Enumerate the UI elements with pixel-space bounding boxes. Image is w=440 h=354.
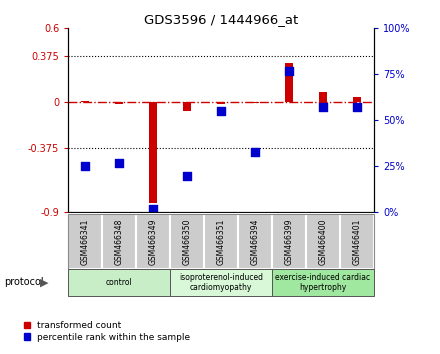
Text: GSM466394: GSM466394 [250, 218, 260, 265]
Text: GSM466341: GSM466341 [81, 218, 90, 265]
Bar [285, 63, 293, 102]
Text: exercise-induced cardiac
hypertrophy: exercise-induced cardiac hypertrophy [275, 273, 370, 292]
Bar [81, 101, 89, 102]
Bar [272, 269, 374, 296]
Title: GDS3596 / 1444966_at: GDS3596 / 1444966_at [144, 13, 298, 26]
Text: protocol: protocol [4, 277, 44, 287]
Point [252, 149, 259, 154]
Bar [272, 214, 306, 269]
Point [319, 105, 326, 110]
Bar [102, 214, 136, 269]
Point [218, 108, 225, 114]
Text: GSM466351: GSM466351 [216, 218, 226, 265]
Bar [251, 102, 259, 103]
Text: GSM466400: GSM466400 [319, 218, 327, 265]
Bar [170, 269, 272, 296]
Text: GSM466401: GSM466401 [352, 218, 362, 265]
Bar [136, 214, 170, 269]
Bar [319, 92, 327, 102]
Bar [68, 214, 102, 269]
Point [116, 160, 123, 166]
Bar [183, 102, 191, 110]
Point [353, 105, 360, 110]
Point [82, 164, 89, 169]
Bar [238, 214, 272, 269]
Legend: transformed count, percentile rank within the sample: transformed count, percentile rank withi… [22, 320, 192, 343]
Text: GSM466399: GSM466399 [285, 218, 293, 265]
Bar [353, 97, 361, 102]
Text: control: control [106, 278, 132, 287]
Text: ▶: ▶ [40, 277, 48, 287]
Bar [115, 102, 123, 104]
Point [286, 68, 293, 74]
Text: isoproterenol-induced
cardiomyopathy: isoproterenol-induced cardiomyopathy [179, 273, 263, 292]
Text: GSM466349: GSM466349 [149, 218, 158, 265]
Text: GSM466350: GSM466350 [183, 218, 192, 265]
Bar [217, 102, 225, 104]
Bar [340, 214, 374, 269]
Text: GSM466348: GSM466348 [115, 218, 124, 265]
Bar [68, 269, 170, 296]
Point [150, 206, 157, 212]
Bar [149, 102, 158, 202]
Bar [204, 214, 238, 269]
Point [183, 173, 191, 178]
Bar [170, 214, 204, 269]
Bar [306, 214, 340, 269]
